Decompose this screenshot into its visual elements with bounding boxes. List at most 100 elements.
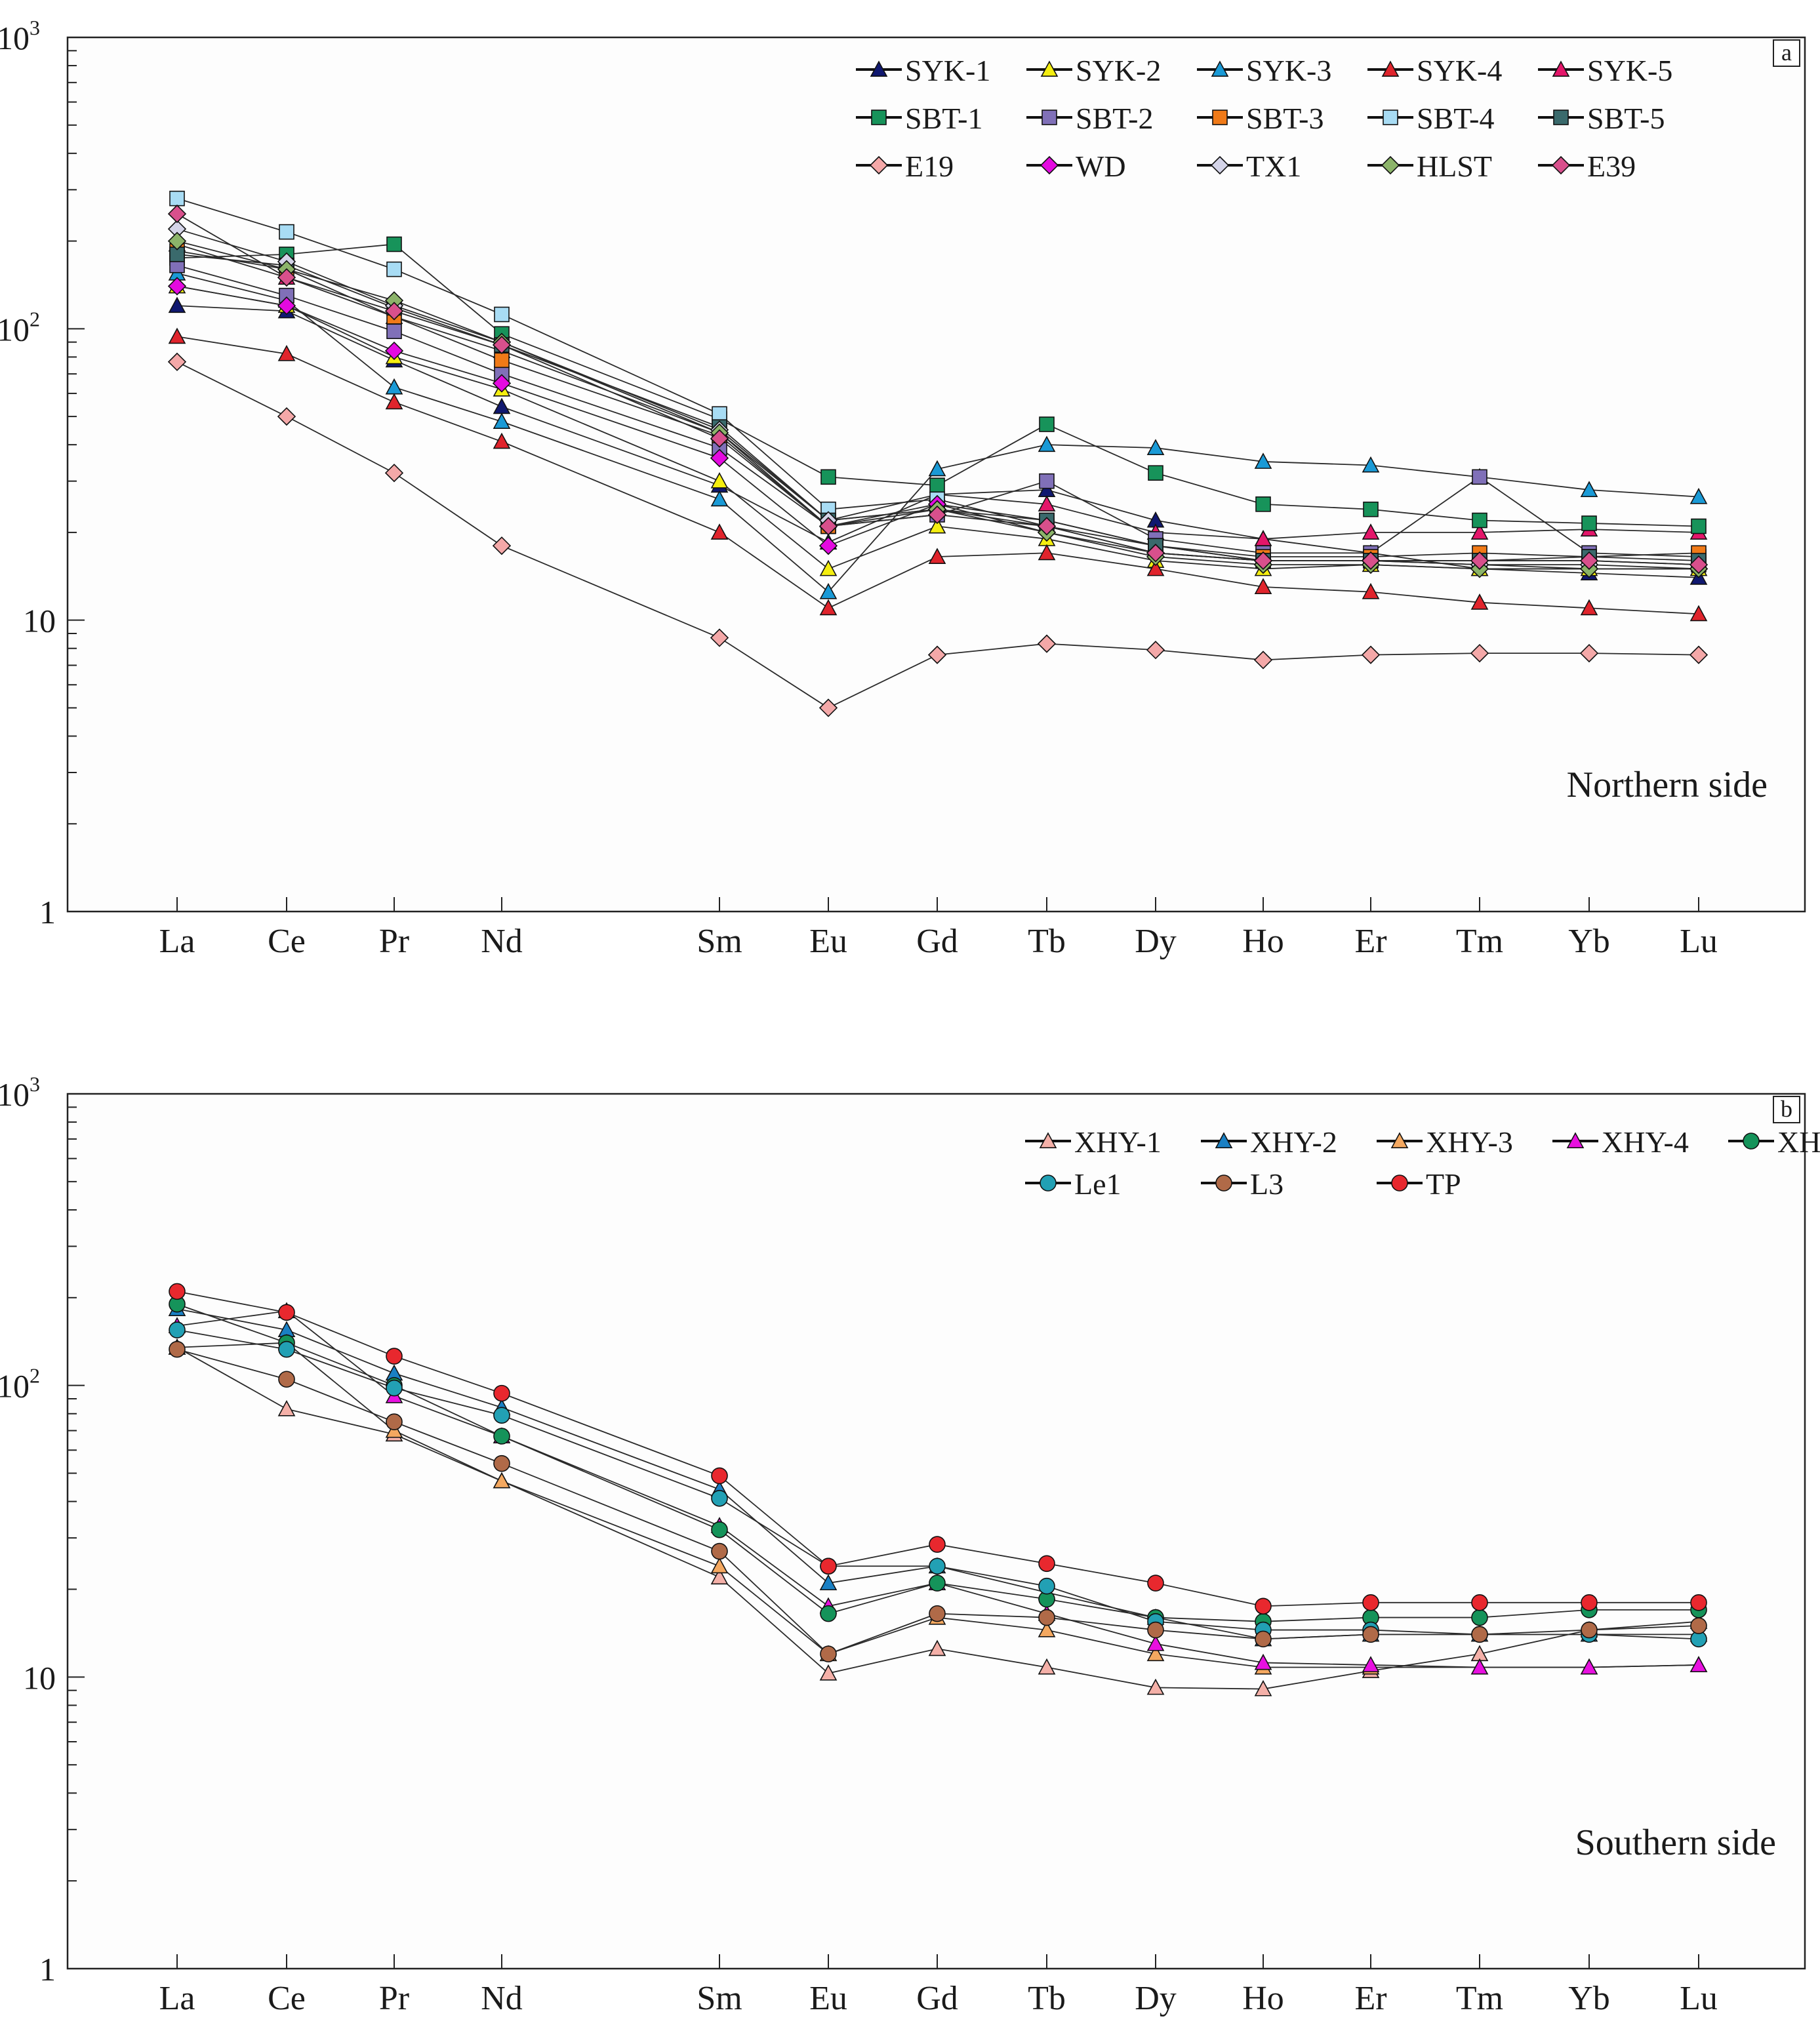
series-markers-syk-4 bbox=[168, 327, 1708, 622]
point-wd-nd bbox=[492, 374, 512, 393]
point-sbt-4-la bbox=[169, 190, 185, 207]
point-le1-pr bbox=[386, 1379, 403, 1397]
point-e39-dy bbox=[1146, 544, 1165, 563]
legend-entry-syk-3: SYK-3 bbox=[1197, 54, 1331, 87]
legend-label-tx1: TX1 bbox=[1246, 150, 1301, 183]
x-tick-label-la: La bbox=[159, 1980, 195, 2017]
point-tp-sm bbox=[711, 1467, 728, 1485]
point-syk-3-sm bbox=[710, 490, 729, 507]
point-e19-lu bbox=[1689, 645, 1709, 664]
point-xhg-eu bbox=[820, 1605, 837, 1622]
x-tick-label-er: Er bbox=[1354, 923, 1386, 960]
point-tp-lu bbox=[1690, 1594, 1707, 1611]
legend-entry-syk-2: SYK-2 bbox=[1026, 54, 1161, 87]
legend-label-syk-5: SYK-5 bbox=[1587, 54, 1672, 87]
legend-entry-syk-4: SYK-4 bbox=[1367, 54, 1502, 87]
x-tick-label-gd: Gd bbox=[916, 1980, 958, 2017]
point-sbt-1-tm bbox=[1472, 512, 1487, 529]
legend-entry-tp: TP bbox=[1377, 1167, 1461, 1201]
legend-marker-syk-5 bbox=[1552, 60, 1570, 77]
legend-label-sbt-5: SBT-5 bbox=[1587, 102, 1665, 135]
panel-a: 1 10 102 103 La Ce Pr Nd Sm Eu Gd Tb Dy Ho Er Tm Yb Lu a No… bbox=[0, 16, 1806, 960]
legend-entry-sbt-5: SBT-5 bbox=[1538, 102, 1665, 135]
legend-label-e19: E19 bbox=[905, 150, 954, 183]
point-le1-gd bbox=[929, 1557, 946, 1575]
point-sbt-1-dy bbox=[1148, 465, 1163, 481]
legend-label-xhy-3: XHY-3 bbox=[1426, 1125, 1513, 1159]
point-syk-4-tm bbox=[1470, 593, 1489, 610]
x-tick-label-sm: Sm bbox=[697, 1980, 742, 2017]
series-line-l3 bbox=[176, 1348, 1699, 1655]
legend-marker-xhg bbox=[1743, 1133, 1760, 1150]
legend-marker-xhy-2 bbox=[1215, 1132, 1233, 1148]
y-tick-label: 103 bbox=[0, 16, 40, 56]
legend-entry-xhy-1: XHY-1 bbox=[1025, 1125, 1162, 1159]
legend-entry-tx1: TX1 bbox=[1197, 150, 1301, 183]
legend-entry-wd: WD bbox=[1026, 150, 1126, 183]
x-tick-label-ho: Ho bbox=[1242, 1980, 1284, 2017]
point-e19-sm bbox=[710, 628, 729, 647]
legend-label-hlst: HLST bbox=[1417, 150, 1492, 183]
plot-frame bbox=[66, 1093, 1806, 1970]
point-xhy-4-ho bbox=[1254, 1653, 1272, 1670]
point-wd-ce bbox=[277, 296, 296, 315]
legend-entry-sbt-2: SBT-2 bbox=[1026, 102, 1153, 135]
legend-entry-syk-1: SYK-1 bbox=[856, 54, 990, 87]
point-xhg-gd bbox=[929, 1575, 946, 1592]
point-l3-dy bbox=[1147, 1621, 1164, 1639]
x-tick-label-ho: Ho bbox=[1242, 923, 1284, 960]
point-wd-sm bbox=[710, 449, 729, 468]
point-xhy-1-ho bbox=[1254, 1679, 1272, 1696]
point-syk-4-er bbox=[1362, 582, 1380, 599]
x-tick-label-er: Er bbox=[1354, 1980, 1386, 2017]
point-xhy-1-gd bbox=[928, 1639, 946, 1656]
legend-label-wd: WD bbox=[1076, 150, 1126, 183]
legend-label-syk-4: SYK-4 bbox=[1417, 54, 1502, 87]
x-tick-label-eu: Eu bbox=[809, 923, 847, 960]
point-le1-la bbox=[169, 1321, 186, 1338]
point-hlst-la bbox=[167, 231, 187, 251]
legend-label-sbt-2: SBT-2 bbox=[1076, 102, 1153, 135]
point-le1-sm bbox=[711, 1490, 728, 1507]
series-line-syk-3 bbox=[176, 272, 1699, 593]
point-sbt-1-eu bbox=[820, 469, 836, 485]
x-tick-label-tm: Tm bbox=[1456, 923, 1503, 960]
series-markers-l3 bbox=[169, 1340, 1707, 1662]
point-syk-4-dy bbox=[1146, 559, 1165, 576]
y-tick-label: 102 bbox=[0, 307, 40, 348]
legend-label-xhg: XHG bbox=[1777, 1125, 1820, 1159]
series-markers-e39 bbox=[167, 204, 1709, 574]
point-tp-yb bbox=[1581, 1594, 1598, 1611]
series-line-xhy-1 bbox=[176, 1346, 1699, 1690]
x-tick-label-ce: Ce bbox=[268, 1980, 306, 2017]
point-syk-2-eu bbox=[819, 559, 838, 576]
legend-label-le1: Le1 bbox=[1074, 1167, 1122, 1201]
y-tick-label: 1 bbox=[39, 1951, 56, 1988]
legend-marker-sbt-4 bbox=[1383, 110, 1398, 125]
point-syk-2-gd bbox=[928, 517, 946, 534]
legend-marker-xhy-1 bbox=[1039, 1132, 1057, 1148]
x-tick-label-lu: Lu bbox=[1680, 923, 1718, 960]
point-xhy-4-yb bbox=[1580, 1658, 1598, 1675]
point-xhg-tm bbox=[1471, 1609, 1488, 1626]
legend-marker-xhy-4 bbox=[1566, 1132, 1585, 1148]
legend-entry-sbt-4: SBT-4 bbox=[1367, 102, 1494, 135]
legend-entry-l3: L3 bbox=[1201, 1167, 1284, 1201]
y-tick-label: 103 bbox=[0, 1072, 40, 1113]
point-e19-yb bbox=[1579, 643, 1599, 663]
point-sbt-1-ho bbox=[1255, 496, 1271, 512]
point-e39-er bbox=[1361, 551, 1381, 571]
point-e39-sm bbox=[710, 429, 729, 448]
point-syk-3-tb bbox=[1038, 435, 1056, 452]
point-e39-nd bbox=[492, 335, 512, 355]
point-syk-3-dy bbox=[1146, 439, 1165, 456]
legend-label-syk-3: SYK-3 bbox=[1246, 54, 1331, 87]
point-xhg-nd bbox=[493, 1428, 510, 1445]
legend-marker-tp bbox=[1391, 1174, 1408, 1192]
legend-marker-syk-2 bbox=[1040, 60, 1059, 77]
point-l3-yb bbox=[1581, 1621, 1598, 1639]
legend-marker-tx1 bbox=[1210, 155, 1230, 175]
point-sbt-2-pr bbox=[386, 323, 402, 340]
x-tick-label-lu: Lu bbox=[1680, 1980, 1718, 2017]
y-tick-label: 10 bbox=[23, 1659, 56, 1696]
